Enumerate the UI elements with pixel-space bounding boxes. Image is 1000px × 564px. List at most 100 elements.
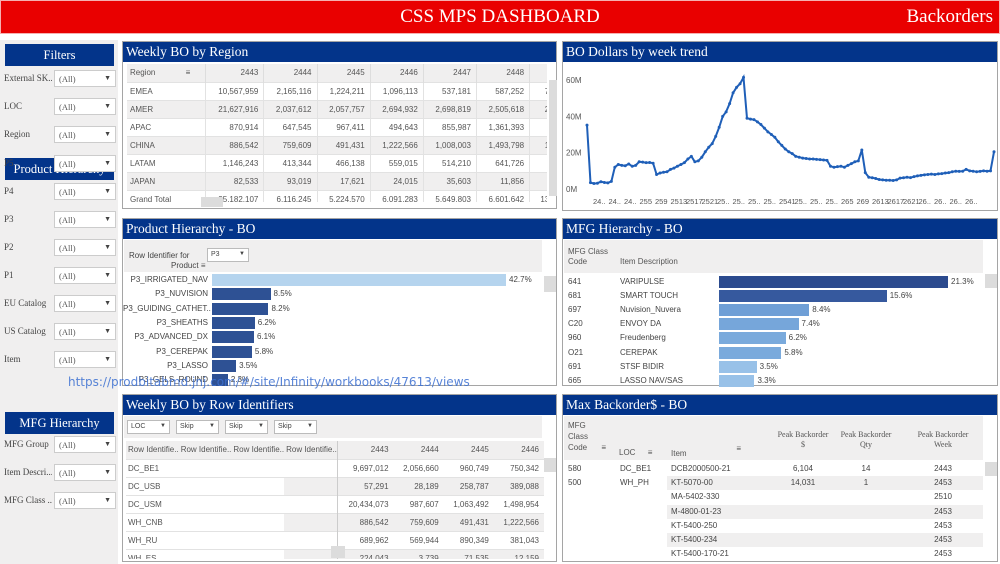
data-point[interactable]	[623, 164, 627, 168]
data-point[interactable]	[863, 171, 867, 175]
data-point[interactable]	[700, 155, 704, 159]
data-point[interactable]	[731, 91, 735, 95]
data-point[interactable]	[881, 178, 885, 182]
data-point[interactable]	[630, 164, 634, 168]
week-column-header[interactable]: 2444	[420, 445, 439, 455]
row-identifier-dropdown[interactable]: P3 ▼	[207, 248, 249, 262]
data-point[interactable]	[682, 161, 686, 165]
data-point[interactable]	[964, 167, 968, 171]
data-point[interactable]	[919, 173, 923, 177]
data-point[interactable]	[634, 163, 638, 167]
bar[interactable]	[719, 346, 782, 359]
sort-icon[interactable]: ≡	[601, 443, 607, 452]
data-point[interactable]	[978, 169, 982, 173]
data-point[interactable]	[748, 117, 752, 121]
row-identifier-column-header[interactable]: Row Identifie..	[128, 445, 179, 455]
data-point[interactable]	[790, 152, 794, 156]
data-point[interactable]	[808, 157, 812, 161]
data-point[interactable]	[696, 159, 700, 163]
data-point[interactable]	[877, 178, 881, 182]
data-point[interactable]	[780, 143, 784, 147]
vertical-scrollbar[interactable]	[544, 276, 556, 292]
data-point[interactable]	[912, 175, 916, 179]
data-point[interactable]	[668, 167, 672, 171]
sort-icon[interactable]: ≡	[736, 444, 741, 453]
data-point[interactable]	[665, 170, 669, 174]
data-point[interactable]	[773, 135, 777, 139]
sort-icon[interactable]: ≡	[647, 448, 653, 457]
data-point[interactable]	[954, 169, 958, 173]
bar[interactable]	[212, 274, 506, 286]
bar[interactable]	[719, 304, 810, 317]
data-point[interactable]	[888, 178, 892, 182]
data-point[interactable]	[891, 178, 895, 182]
data-point[interactable]	[975, 170, 979, 174]
data-point[interactable]	[818, 158, 822, 162]
data-point[interactable]	[707, 145, 711, 149]
data-point[interactable]	[902, 176, 906, 180]
data-point[interactable]	[839, 164, 843, 168]
data-point[interactable]	[874, 176, 878, 180]
filter-dropdown[interactable]: (All) ▼	[54, 155, 116, 172]
data-point[interactable]	[971, 169, 975, 173]
vertical-scrollbar[interactable]	[544, 458, 556, 472]
row-identifier-selector[interactable]: Skip ▼	[274, 420, 317, 434]
data-point[interactable]	[686, 157, 690, 161]
data-point[interactable]	[724, 110, 728, 114]
data-point[interactable]	[752, 118, 756, 122]
data-point[interactable]	[703, 150, 707, 154]
bar[interactable]	[212, 374, 228, 387]
data-point[interactable]	[909, 176, 913, 180]
sort-icon[interactable]: ≡	[183, 68, 191, 78]
data-point[interactable]	[616, 162, 620, 166]
data-point[interactable]	[950, 170, 954, 174]
data-point[interactable]	[651, 161, 655, 165]
data-point[interactable]	[992, 150, 996, 154]
data-point[interactable]	[870, 176, 874, 180]
data-point[interactable]	[832, 165, 836, 169]
data-point[interactable]	[595, 181, 599, 185]
data-point[interactable]	[947, 171, 951, 175]
data-point[interactable]	[853, 160, 857, 164]
data-point[interactable]	[679, 162, 683, 166]
data-point[interactable]	[957, 169, 961, 173]
week-column-header[interactable]: 2445	[471, 445, 489, 455]
horizontal-scrollbar[interactable]	[331, 546, 345, 558]
region-column-header[interactable]: Region ≡	[127, 64, 206, 82]
bar[interactable]	[212, 316, 255, 329]
data-point[interactable]	[797, 155, 801, 159]
data-point[interactable]	[769, 133, 773, 137]
data-point[interactable]	[609, 179, 613, 183]
bar[interactable]	[719, 318, 799, 331]
data-point[interactable]	[762, 126, 766, 130]
data-point[interactable]	[787, 150, 791, 154]
filter-dropdown[interactable]: (All) ▼	[54, 436, 116, 453]
filter-dropdown[interactable]: (All) ▼	[54, 323, 116, 340]
data-point[interactable]	[849, 162, 853, 166]
horizontal-scrollbar[interactable]	[201, 197, 223, 207]
data-point[interactable]	[738, 82, 742, 86]
data-point[interactable]	[804, 157, 808, 161]
bar[interactable]	[212, 345, 252, 358]
data-point[interactable]	[620, 163, 624, 167]
data-point[interactable]	[815, 157, 819, 161]
bar[interactable]	[719, 276, 948, 288]
data-point[interactable]	[943, 171, 947, 175]
data-point[interactable]	[710, 142, 714, 146]
data-point[interactable]	[627, 162, 631, 166]
data-point[interactable]	[606, 181, 610, 185]
filter-dropdown[interactable]: (All) ▼	[54, 295, 116, 312]
data-point[interactable]	[689, 154, 693, 158]
filter-dropdown[interactable]: (All) ▼	[54, 267, 116, 284]
data-point[interactable]	[989, 169, 993, 173]
bar[interactable]	[212, 302, 269, 315]
data-point[interactable]	[783, 147, 787, 151]
data-point[interactable]	[585, 123, 589, 127]
data-point[interactable]	[592, 182, 596, 186]
row-identifier-column-header[interactable]: Row Identifie..	[284, 441, 338, 459]
row-identifier-column-header[interactable]: Row Identifie..	[233, 445, 285, 455]
vertical-scrollbar[interactable]	[549, 80, 557, 196]
data-point[interactable]	[655, 172, 659, 176]
data-point[interactable]	[662, 170, 666, 174]
data-point[interactable]	[637, 160, 641, 164]
